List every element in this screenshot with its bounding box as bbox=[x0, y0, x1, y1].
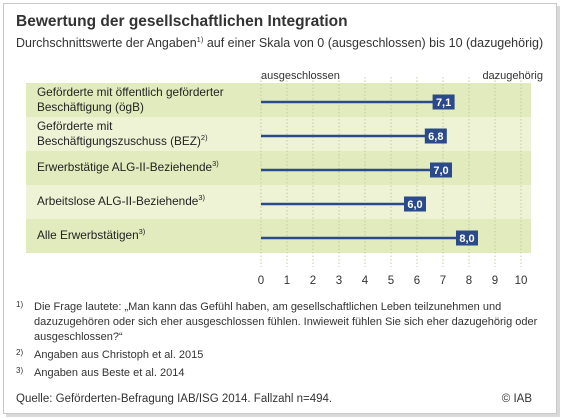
data-label: 7,1 bbox=[436, 97, 451, 109]
category-footnote-mark: 2) bbox=[200, 133, 208, 143]
chart-subtitle: Durchschnittswerte der Angaben1) auf ein… bbox=[16, 36, 543, 50]
category-text: Geförderte mit öffentlich geförderter Be… bbox=[37, 85, 224, 114]
category-label: Erwerbstätige ALG-II-Beziehende3) bbox=[37, 160, 267, 175]
footnote-text: Angaben aus Beste et al. 2014 bbox=[34, 367, 185, 379]
footnote-1: 1) Die Frage lautete: „Man kann das Gefüh… bbox=[16, 300, 551, 345]
data-label-box bbox=[404, 196, 426, 212]
axis-left-label: ausgeschlossen bbox=[261, 70, 340, 82]
category-label: Alle Erwerbstätigen3) bbox=[37, 228, 267, 243]
row-band bbox=[26, 219, 531, 253]
x-tick-label: 9 bbox=[492, 275, 498, 287]
category-label: Geförderte mit Beschäftigungszuschuss (B… bbox=[37, 119, 237, 149]
data-label: 6,8 bbox=[428, 131, 443, 143]
figure-frame: Bewertung der gesellschaftlichen Integra… bbox=[3, 3, 557, 414]
footnote-text: Angaben aus Christoph et al. 2015 bbox=[34, 349, 204, 361]
x-tick-label: 10 bbox=[515, 275, 528, 287]
data-label-box bbox=[430, 162, 452, 178]
copyright-note: © IAB bbox=[501, 393, 532, 405]
subtitle-text-post: auf einer Skala von 0 (ausgeschlossen) b… bbox=[203, 36, 544, 50]
category-footnote-mark: 3) bbox=[198, 193, 205, 203]
footnotes: 1) Die Frage lautete: „Man kann das Gefüh… bbox=[16, 300, 551, 384]
data-label: 7,0 bbox=[433, 165, 448, 177]
footnote-mark: 3) bbox=[16, 366, 24, 375]
bar-chart: ausgeschlossen dazugehörig 7,1 6,8 7,0 6,0 8,0… bbox=[26, 70, 543, 287]
category-footnote-mark: 3) bbox=[212, 159, 219, 169]
footnote-mark: 1) bbox=[16, 300, 24, 309]
category-text: Geförderte mit Beschäftigungszuschuss (B… bbox=[37, 119, 201, 148]
data-label: 6,0 bbox=[407, 199, 422, 211]
x-tick-label: 3 bbox=[336, 275, 342, 287]
data-label-box bbox=[424, 128, 447, 144]
category-label: Geförderte mit öffentlich geförderter Be… bbox=[37, 85, 237, 115]
footnote-text: Die Frage lautete: „Man kann das Gefühl … bbox=[34, 301, 538, 343]
category-text: Alle Erwerbstätigen bbox=[37, 228, 139, 242]
category-footnote-mark: 3) bbox=[138, 227, 146, 237]
subtitle-footnote-mark: 1) bbox=[196, 34, 204, 44]
subtitle-text-pre: Durchschnittswerte der Angaben bbox=[16, 36, 197, 50]
data-label-box bbox=[456, 230, 478, 246]
x-tick-label: 5 bbox=[388, 275, 394, 287]
source-note: Quelle: Geförderten-Befragung IAB/ISG 20… bbox=[16, 393, 333, 405]
x-tick-label: 7 bbox=[440, 275, 446, 287]
x-tick-label: 1 bbox=[284, 275, 290, 287]
axis-right-label: dazugehörig bbox=[482, 70, 543, 82]
footnote-mark: 2) bbox=[16, 348, 24, 357]
x-tick-label: 0 bbox=[258, 275, 264, 287]
data-label: 8,0 bbox=[459, 233, 474, 245]
x-tick-label: 8 bbox=[466, 275, 472, 287]
category-text: Arbeitslose ALG-II-Beziehende bbox=[37, 194, 199, 208]
x-tick-label: 6 bbox=[414, 275, 420, 287]
category-label: Arbeitslose ALG-II-Beziehende3) bbox=[37, 194, 267, 209]
category-text: Erwerbstätige ALG-II-Beziehende bbox=[37, 160, 213, 174]
data-label-box bbox=[432, 94, 455, 110]
row-band bbox=[26, 185, 531, 219]
x-tick-label: 2 bbox=[310, 275, 316, 287]
row-band bbox=[26, 117, 531, 151]
x-tick-label: 4 bbox=[362, 275, 369, 287]
footnote-3: 3) Angaben aus Beste et al. 2014 bbox=[16, 366, 551, 381]
footnote-2: 2) Angaben aus Christoph et al. 2015 bbox=[16, 348, 551, 363]
chart-title: Bewertung der gesellschaftlichen Integra… bbox=[16, 13, 348, 30]
